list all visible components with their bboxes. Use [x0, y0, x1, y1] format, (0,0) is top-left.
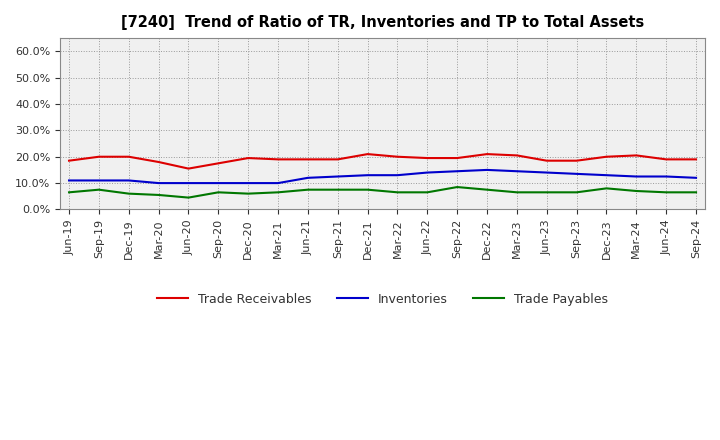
- Trade Receivables: [154, 159, 163, 165]
- Inventories: [304, 175, 312, 180]
- Inventories: [632, 174, 641, 179]
- Trade Payables: [94, 187, 103, 192]
- Trade Receivables: [274, 157, 282, 162]
- Inventories: [184, 180, 193, 186]
- Inventories: [423, 170, 432, 175]
- Trade Payables: [184, 195, 193, 200]
- Inventories: [453, 169, 462, 174]
- Trade Receivables: [364, 151, 372, 157]
- Trade Receivables: [692, 157, 701, 162]
- Inventories: [602, 172, 611, 178]
- Trade Payables: [602, 186, 611, 191]
- Trade Receivables: [423, 155, 432, 161]
- Inventories: [94, 178, 103, 183]
- Line: Trade Receivables: Trade Receivables: [69, 154, 696, 169]
- Inventories: [214, 180, 222, 186]
- Trade Receivables: [393, 154, 402, 159]
- Trade Payables: [214, 190, 222, 195]
- Inventories: [65, 178, 73, 183]
- Trade Payables: [65, 190, 73, 195]
- Trade Payables: [572, 190, 581, 195]
- Inventories: [542, 170, 551, 175]
- Trade Receivables: [184, 166, 193, 171]
- Trade Receivables: [453, 155, 462, 161]
- Inventories: [333, 174, 342, 179]
- Trade Payables: [393, 190, 402, 195]
- Inventories: [125, 178, 133, 183]
- Inventories: [154, 180, 163, 186]
- Inventories: [244, 180, 253, 186]
- Trade Payables: [423, 190, 432, 195]
- Trade Payables: [154, 192, 163, 198]
- Trade Receivables: [602, 154, 611, 159]
- Inventories: [692, 175, 701, 180]
- Trade Payables: [304, 187, 312, 192]
- Trade Payables: [364, 187, 372, 192]
- Trade Payables: [632, 188, 641, 194]
- Title: [7240]  Trend of Ratio of TR, Inventories and TP to Total Assets: [7240] Trend of Ratio of TR, Inventories…: [121, 15, 644, 30]
- Trade Payables: [333, 187, 342, 192]
- Trade Receivables: [632, 153, 641, 158]
- Trade Receivables: [244, 155, 253, 161]
- Inventories: [364, 172, 372, 178]
- Line: Inventories: Inventories: [69, 170, 696, 183]
- Trade Receivables: [542, 158, 551, 163]
- Inventories: [662, 174, 670, 179]
- Trade Payables: [453, 184, 462, 190]
- Trade Receivables: [125, 154, 133, 159]
- Trade Receivables: [333, 157, 342, 162]
- Legend: Trade Receivables, Inventories, Trade Payables: Trade Receivables, Inventories, Trade Pa…: [152, 288, 613, 311]
- Inventories: [393, 172, 402, 178]
- Trade Receivables: [482, 151, 491, 157]
- Trade Receivables: [214, 161, 222, 166]
- Inventories: [274, 180, 282, 186]
- Line: Trade Payables: Trade Payables: [69, 187, 696, 198]
- Trade Payables: [274, 190, 282, 195]
- Trade Payables: [513, 190, 521, 195]
- Trade Receivables: [94, 154, 103, 159]
- Inventories: [513, 169, 521, 174]
- Trade Receivables: [572, 158, 581, 163]
- Trade Payables: [244, 191, 253, 196]
- Trade Payables: [125, 191, 133, 196]
- Trade Receivables: [513, 153, 521, 158]
- Trade Receivables: [65, 158, 73, 163]
- Trade Payables: [482, 187, 491, 192]
- Trade Payables: [662, 190, 670, 195]
- Trade Receivables: [304, 157, 312, 162]
- Trade Receivables: [662, 157, 670, 162]
- Inventories: [572, 171, 581, 176]
- Trade Payables: [692, 190, 701, 195]
- Trade Payables: [542, 190, 551, 195]
- Inventories: [482, 167, 491, 172]
